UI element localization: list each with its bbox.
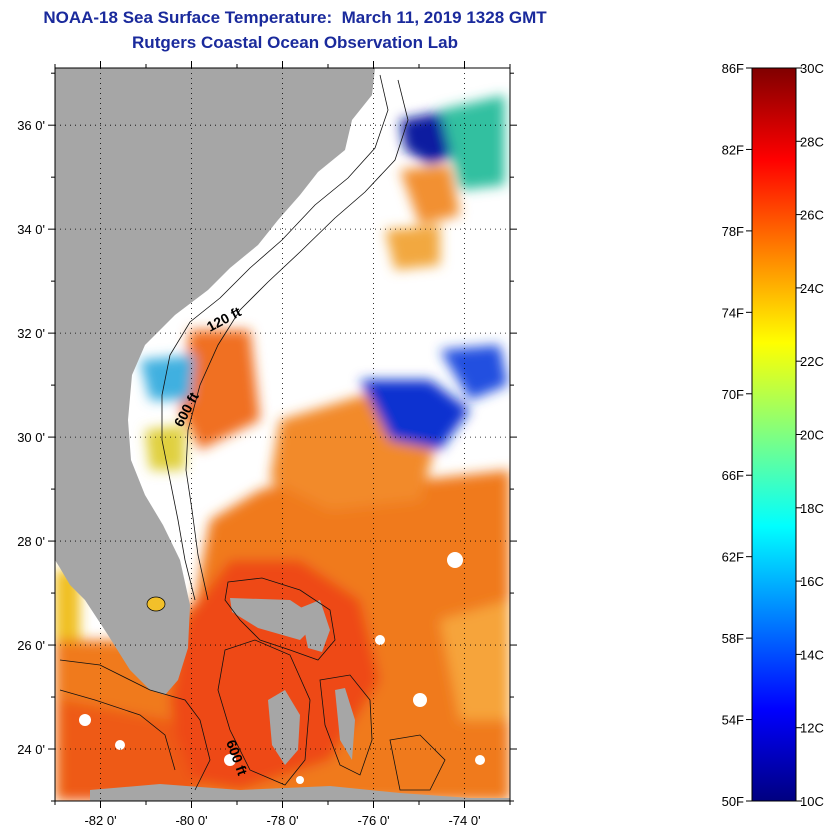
colorbar-c-label: 20C [800,428,824,443]
map-subtitle: Rutgers Coastal Ocean Observation Lab [132,33,458,52]
colorbar-c-label: 26C [800,208,824,223]
colorbar-f-label: 70F [722,387,744,402]
longitude-labels: -82 0' -80 0' -78 0' -76 0' -74 0' [84,813,480,828]
colorbar-fahrenheit-labels: 86F 82F 78F 74F 70F 66F 62F 58F 54F 50F [722,61,744,809]
land-bahamas-abaco [300,600,330,652]
land-bahamas-eleuthera [335,688,355,760]
land-us-southeast [55,68,375,695]
lat-tick-label: 36 0' [17,118,45,133]
land-bahamas-grand [230,598,320,640]
colorbar-c-label: 18C [800,501,824,516]
colorbar [751,67,797,802]
lat-tick-label: 28 0' [17,534,45,549]
colorbar-c-label: 12C [800,721,824,736]
lake-okeechobee [146,596,166,612]
land-bahamas-andros [268,690,300,765]
lat-tick-label: 24 0' [17,742,45,757]
bathymetry-contours [59,74,446,791]
cloud-speckles [79,552,485,784]
colorbar-f-label: 54F [722,713,744,728]
colorbar-f-label: 62F [722,550,744,565]
lon-tick-label: -76 0' [357,813,389,828]
lat-tick-label: 26 0' [17,638,45,653]
colorbar-f-label: 66F [722,468,744,483]
colorbar-f-label: 50F [722,794,744,809]
colorbar-f-label: 78F [722,224,744,239]
colorbar-c-label: 10C [800,794,824,809]
colorbar-ticks [746,67,802,802]
colorbar-c-label: 24C [800,281,824,296]
graticule [55,68,510,801]
axis-ticks [48,61,517,808]
sst-field [55,95,510,801]
lon-tick-label: -78 0' [266,813,298,828]
colorbar-f-label: 86F [722,61,744,76]
latitude-labels: 36 0' 34 0' 32 0' 30 0' 28 0' 26 0' 24 0' [17,118,45,757]
colorbar-f-label: 82F [722,142,744,157]
map-title: NOAA-18 Sea Surface Temperature: March 1… [43,8,547,27]
colorbar-celsius-labels: 30C 28C 26C 24C 22C 20C 18C 16C 14C 12C 10C [800,61,824,809]
lat-tick-label: 32 0' [17,326,45,341]
colorbar-c-label: 30C [800,61,824,76]
lon-tick-label: -82 0' [84,813,116,828]
colorbar-f-label: 74F [722,305,744,320]
colorbar-c-label: 16C [800,574,824,589]
lat-tick-label: 30 0' [17,430,45,445]
lat-tick-label: 34 0' [17,222,45,237]
colorbar-c-label: 14C [800,647,824,662]
land-cuba [90,784,510,801]
lon-tick-label: -80 0' [175,813,207,828]
colorbar-c-label: 22C [800,354,824,369]
colorbar-f-label: 58F [722,631,744,646]
colorbar-c-label: 28C [800,134,824,149]
lon-tick-label: -74 0' [448,813,480,828]
